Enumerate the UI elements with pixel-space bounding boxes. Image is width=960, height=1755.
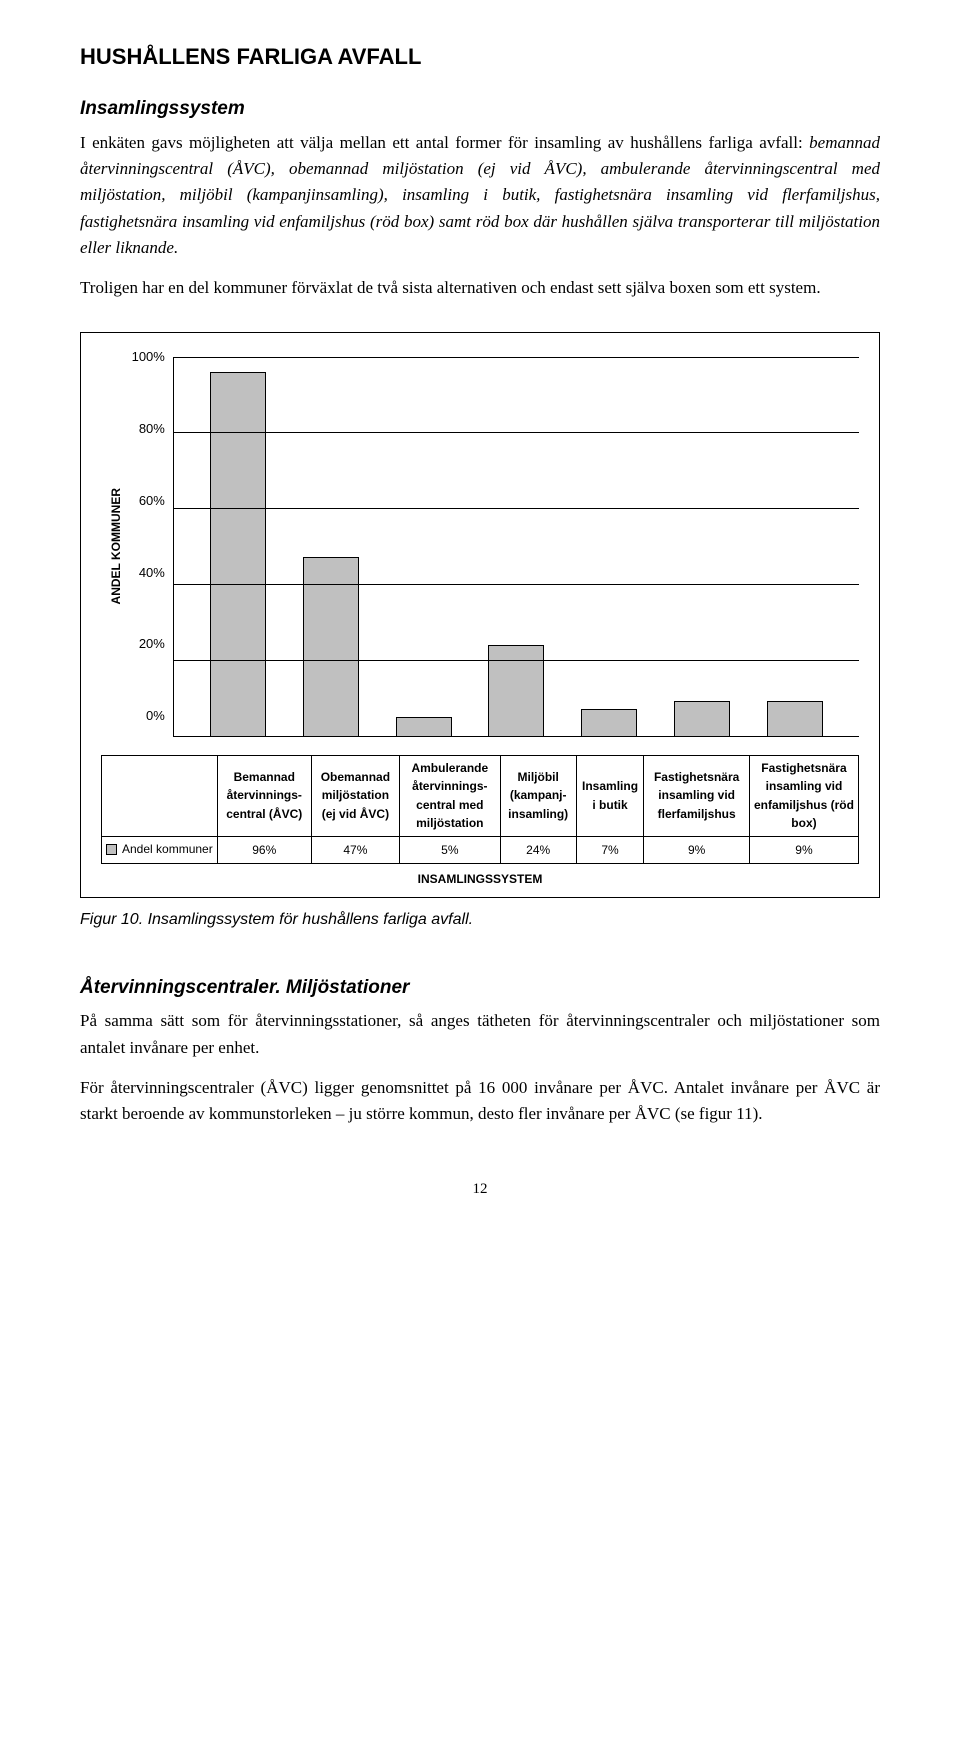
gridline: [174, 508, 859, 509]
table-col-header: Ambulerande återvinnings-central med mil…: [399, 755, 500, 836]
x-axis-label: INSAMLINGSSYSTEM: [101, 870, 859, 889]
table-value-cell: 24%: [500, 836, 576, 863]
paragraph-2: Troligen har en del kommuner förväxlat d…: [80, 275, 880, 301]
bar: [396, 717, 452, 736]
bar: [767, 701, 823, 735]
table-corner: [102, 755, 218, 836]
plot-area: ANDEL KOMMUNER 100%80%60%40%20%0%: [101, 357, 859, 737]
figure-caption: Figur 10. Insamlingssystem för hushållen…: [80, 908, 880, 933]
table-value-cell: 9%: [749, 836, 858, 863]
section-heading-1: Insamlingssystem: [80, 94, 880, 123]
table-col-header: Fastighetsnära insamling vid enfamiljshu…: [749, 755, 858, 836]
bars-group: [174, 357, 859, 736]
gridline: [174, 660, 859, 661]
gridline: [174, 357, 859, 358]
table-row-label-cell: Andel kommuner: [102, 836, 218, 863]
table-row-label: Andel kommuner: [122, 840, 213, 859]
table-value-cell: 96%: [217, 836, 311, 863]
y-axis-ticks: 100%80%60%40%20%0%: [132, 357, 173, 737]
section2-para1: På samma sätt som för återvinningsstatio…: [80, 1008, 880, 1061]
gridline: [174, 584, 859, 585]
chart-data-table: Bemannad återvinnings-central (ÅVC)Obema…: [101, 755, 859, 865]
table-value-cell: 5%: [399, 836, 500, 863]
chart-container: ANDEL KOMMUNER 100% 80% 60% 40% 20% 0% Bemann…: [80, 332, 880, 898]
intro-paragraph: I enkäten gavs möjligheten att välja mel…: [80, 130, 880, 262]
bar: [488, 645, 544, 736]
table-col-header: Fastighetsnära insamling vid flerfamiljs…: [644, 755, 750, 836]
y-tick: 60%: [132, 490, 165, 510]
page-number: 12: [80, 1178, 880, 1201]
bar: [581, 709, 637, 736]
bar: [210, 372, 266, 736]
section2-para2: För återvinningscentraler (ÅVC) ligger g…: [80, 1075, 880, 1128]
table-col-header: Obemannad miljöstation (ej vid ÅVC): [311, 755, 399, 836]
legend-swatch: [106, 844, 117, 855]
y-tick: 80%: [132, 418, 165, 438]
y-tick: 0%: [132, 706, 165, 726]
chart-grid: [173, 357, 859, 737]
intro-lead: I enkäten gavs möjligheten att välja mel…: [80, 133, 809, 152]
section-heading-2: Återvinningscentraler. Miljöstationer: [80, 973, 880, 1002]
y-axis-label: ANDEL KOMMUNER: [101, 488, 132, 604]
table-value-cell: 9%: [644, 836, 750, 863]
y-tick: 20%: [132, 634, 165, 654]
table-value-cell: 47%: [311, 836, 399, 863]
y-tick: 100%: [132, 347, 165, 367]
table-col-header: Miljöbil (kampanj-insamling): [500, 755, 576, 836]
table-col-header: Insamling i butik: [576, 755, 644, 836]
gridline: [174, 432, 859, 433]
bar: [674, 701, 730, 735]
table-col-header: Bemannad återvinnings-central (ÅVC): [217, 755, 311, 836]
page-title: HUSHÅLLENS FARLIGA AVFALL: [80, 40, 880, 74]
table-value-cell: 7%: [576, 836, 644, 863]
y-tick: 40%: [132, 562, 165, 582]
